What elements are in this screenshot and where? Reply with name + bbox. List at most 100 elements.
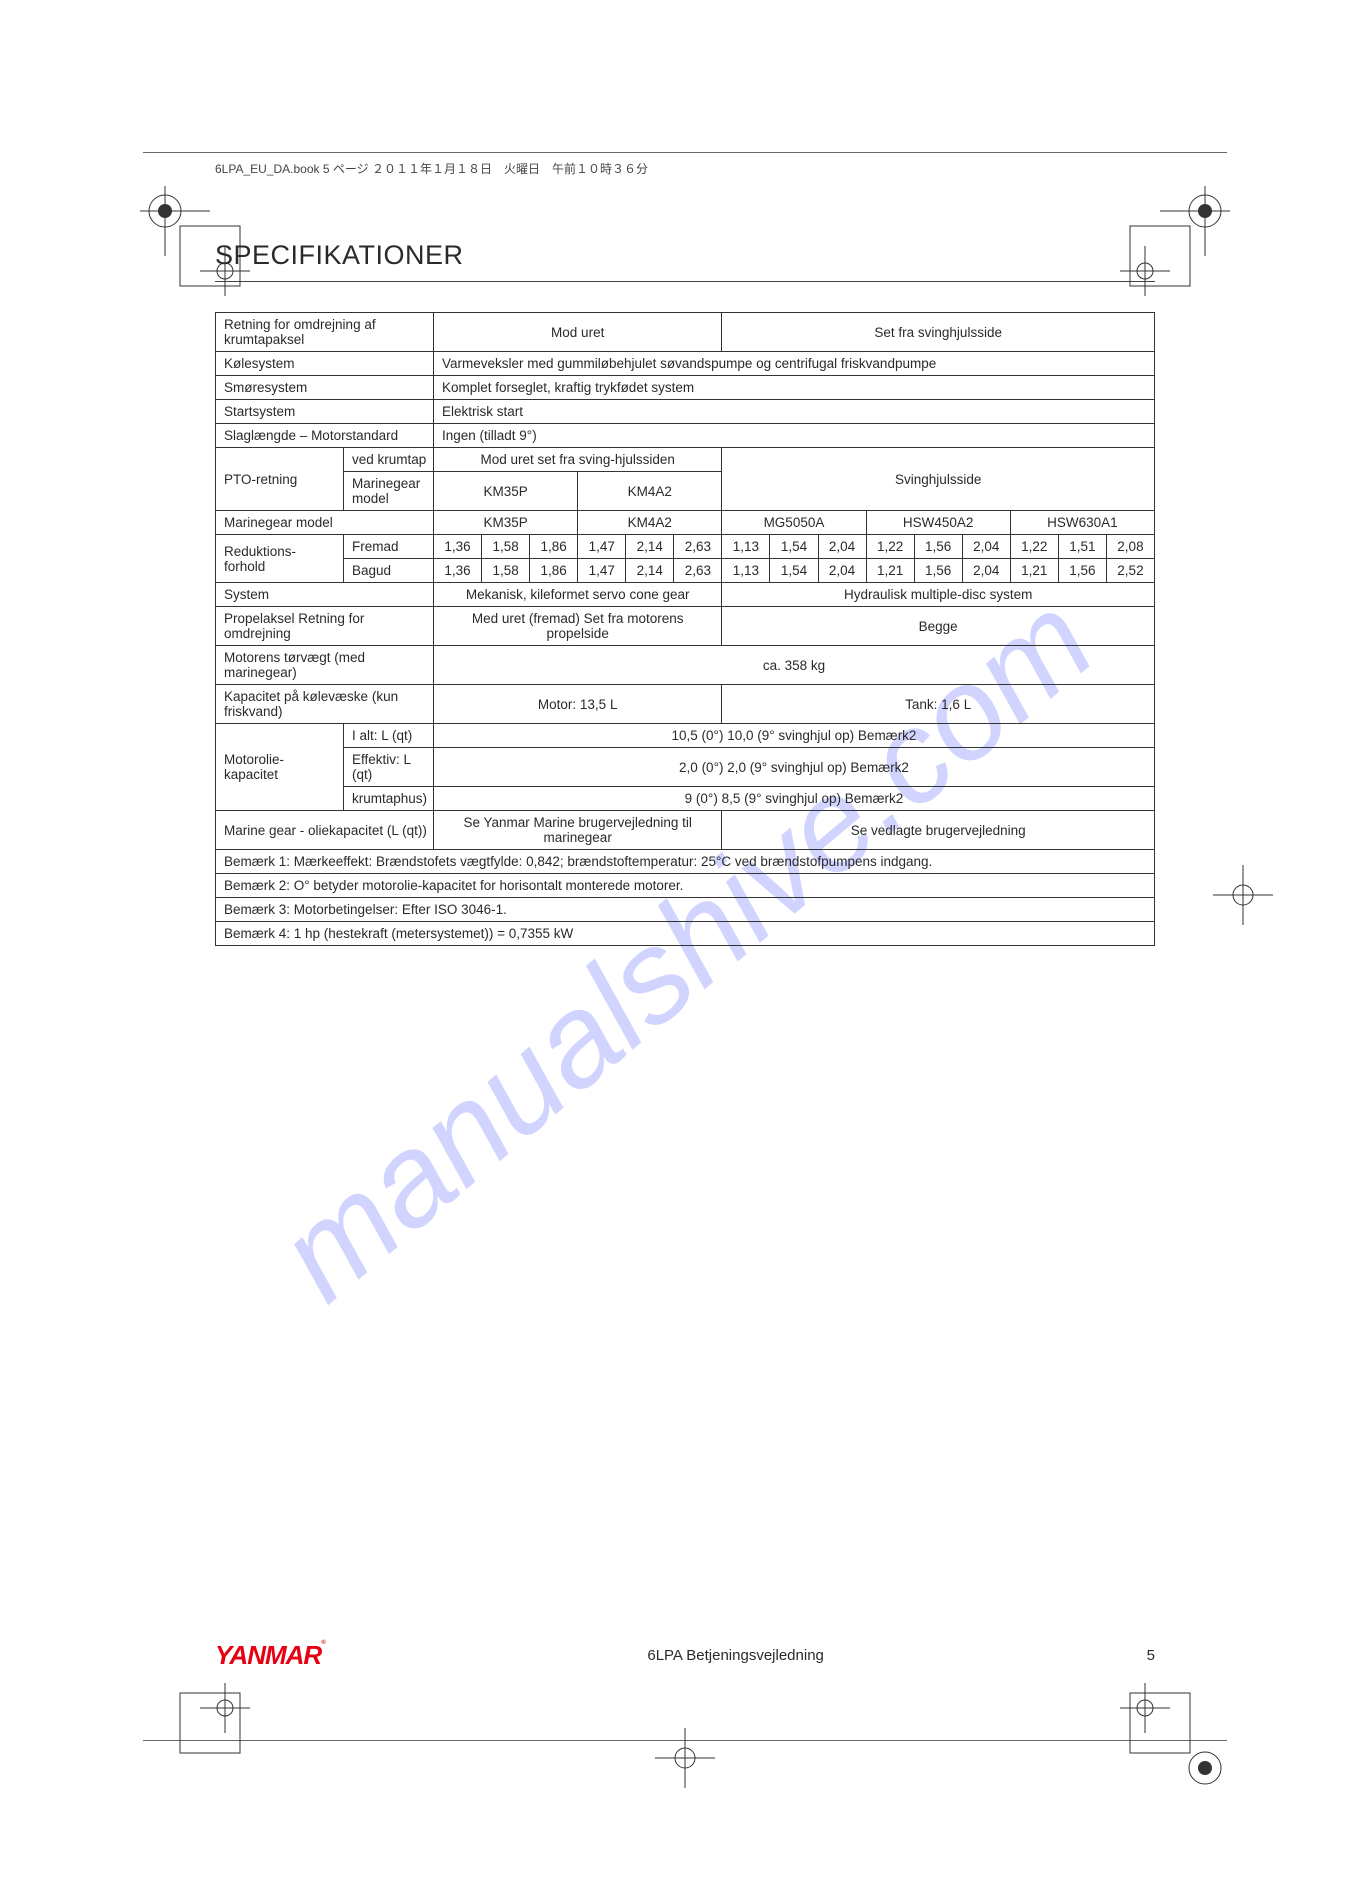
table-row: Smøresystem Komplet forseglet, kraftig t… bbox=[216, 376, 1155, 400]
cell-value: 2,0 (0°) 2,0 (9° svinghjul op) Bemærk2 bbox=[434, 748, 1155, 787]
table-row: System Mekanisk, kileformet servo cone g… bbox=[216, 583, 1155, 607]
cell-value: 1,21 bbox=[1010, 559, 1058, 583]
cell-value: 2,63 bbox=[674, 559, 722, 583]
table-row: Bemærk 3: Motorbetingelser: Efter ISO 30… bbox=[216, 898, 1155, 922]
table-row: Bemærk 1: Mærkeeffekt: Brændstofets vægt… bbox=[216, 850, 1155, 874]
cell-value: 1,56 bbox=[914, 559, 962, 583]
cell-value: 1,36 bbox=[434, 535, 482, 559]
cell-value: 2,14 bbox=[626, 535, 674, 559]
cell-label: Marinegear model bbox=[216, 511, 434, 535]
cell-label: Propelaksel Retning for omdrejning bbox=[216, 607, 434, 646]
cell-value: Mekanisk, kileformet servo cone gear bbox=[434, 583, 722, 607]
cell-value: 1,22 bbox=[866, 535, 914, 559]
yanmar-logo: YANMAR® bbox=[215, 1640, 325, 1671]
cell-value: Mod uret set fra sving-hjulssiden bbox=[434, 448, 722, 472]
top-crop-line bbox=[143, 152, 1227, 153]
cell-value: 2,14 bbox=[626, 559, 674, 583]
cell-sublabel: I alt: L (qt) bbox=[343, 724, 433, 748]
table-row: krumtaphus) 9 (0°) 8,5 (9° svinghjul op)… bbox=[216, 787, 1155, 811]
page-number: 5 bbox=[1147, 1647, 1155, 1664]
cell-label: Smøresystem bbox=[216, 376, 434, 400]
section-title: SPECIFIKATIONER bbox=[215, 240, 1155, 271]
cell-value: Svinghjulsside bbox=[722, 448, 1155, 511]
cell-value: Elektrisk start bbox=[434, 400, 1155, 424]
cell-note: Bemærk 1: Mærkeeffekt: Brændstofets vægt… bbox=[216, 850, 1155, 874]
cell-value: 1,56 bbox=[1058, 559, 1106, 583]
table-row: Slaglængde – Motorstandard Ingen (tillad… bbox=[216, 424, 1155, 448]
register-mark-icon bbox=[1208, 860, 1278, 930]
book-meta-text: 6LPA_EU_DA.book 5 ページ ２０１１年１月１８日 火曜日 午前１… bbox=[215, 160, 648, 177]
cell-label: Retning for omdrejning af krumtapaksel bbox=[216, 313, 434, 352]
cell-value: 1,58 bbox=[482, 559, 530, 583]
cell-value: Set fra svinghjulsside bbox=[722, 313, 1155, 352]
cell-value: 1,22 bbox=[1010, 535, 1058, 559]
cell-sublabel: krumtaphus) bbox=[343, 787, 433, 811]
cell-value: Med uret (fremad) Set fra motorens prope… bbox=[434, 607, 722, 646]
cell-label: Startsystem bbox=[216, 400, 434, 424]
cell-value: KM35P bbox=[434, 472, 578, 511]
cell-sublabel: Bagud bbox=[343, 559, 433, 583]
cell-value: 1,86 bbox=[530, 535, 578, 559]
cell-value: 1,54 bbox=[770, 559, 818, 583]
cell-value: Varmeveksler med gummiløbehjulet søvands… bbox=[434, 352, 1155, 376]
cell-value: Mod uret bbox=[434, 313, 722, 352]
cell-value: KM35P bbox=[434, 511, 578, 535]
cell-note: Bemærk 3: Motorbetingelser: Efter ISO 30… bbox=[216, 898, 1155, 922]
table-row: Marine gear - oliekapacitet (L (qt)) Se … bbox=[216, 811, 1155, 850]
cell-value: 1,58 bbox=[482, 535, 530, 559]
table-row: Propelaksel Retning for omdrejning Med u… bbox=[216, 607, 1155, 646]
page-content: SPECIFIKATIONER Retning for omdrejning a… bbox=[215, 240, 1155, 946]
manual-title: 6LPA Betjeningsvejledning bbox=[647, 1647, 824, 1664]
table-row: Startsystem Elektrisk start bbox=[216, 400, 1155, 424]
cell-value: 2,04 bbox=[818, 535, 866, 559]
cell-value: Hydraulisk multiple-disc system bbox=[722, 583, 1155, 607]
table-row: Kapacitet på kølevæske (kun friskvand) M… bbox=[216, 685, 1155, 724]
cell-value: 2,63 bbox=[674, 535, 722, 559]
book-meta-header: 6LPA_EU_DA.book 5 ページ ２０１１年１月１８日 火曜日 午前１… bbox=[215, 160, 1155, 177]
cell-label: Reduktions-forhold bbox=[216, 535, 344, 583]
table-row: Bagud 1,36 1,58 1,86 1,47 2,14 2,63 1,13… bbox=[216, 559, 1155, 583]
register-mark-icon bbox=[1110, 1673, 1230, 1793]
cell-value: 1,56 bbox=[914, 535, 962, 559]
cell-label: System bbox=[216, 583, 434, 607]
title-rule bbox=[215, 281, 1155, 282]
cell-sublabel: Fremad bbox=[343, 535, 433, 559]
cell-value: KM4A2 bbox=[578, 472, 722, 511]
cell-value: MG5050A bbox=[722, 511, 866, 535]
cell-value: 1,21 bbox=[866, 559, 914, 583]
cell-label: Kapacitet på kølevæske (kun friskvand) bbox=[216, 685, 434, 724]
cell-value: 1,47 bbox=[578, 535, 626, 559]
cell-value: Ingen (tilladt 9°) bbox=[434, 424, 1155, 448]
cell-note: Bemærk 4: 1 hp (hestekraft (metersysteme… bbox=[216, 922, 1155, 946]
register-mark-icon bbox=[140, 1673, 260, 1793]
cell-value: HSW450A2 bbox=[866, 511, 1010, 535]
cell-value: 2,04 bbox=[962, 535, 1010, 559]
cell-sublabel: Marinegear model bbox=[343, 472, 433, 511]
cell-value: 1,86 bbox=[530, 559, 578, 583]
cell-value: 1,36 bbox=[434, 559, 482, 583]
cell-sublabel: ved krumtap bbox=[343, 448, 433, 472]
cell-label: Kølesystem bbox=[216, 352, 434, 376]
table-row: Marinegear model KM35P KM4A2 MG5050A HSW… bbox=[216, 511, 1155, 535]
page-footer: YANMAR® 6LPA Betjeningsvejledning 5 bbox=[215, 1640, 1155, 1671]
cell-value: 2,08 bbox=[1106, 535, 1154, 559]
table-row: Retning for omdrejning af krumtapaksel M… bbox=[216, 313, 1155, 352]
cell-label: Marine gear - oliekapacitet (L (qt)) bbox=[216, 811, 434, 850]
register-mark-icon bbox=[650, 1723, 720, 1793]
cell-value: ca. 358 kg bbox=[434, 646, 1155, 685]
cell-sublabel: Effektiv: L (qt) bbox=[343, 748, 433, 787]
cell-value: 1,47 bbox=[578, 559, 626, 583]
cell-value: Begge bbox=[722, 607, 1155, 646]
cell-label: PTO-retning bbox=[216, 448, 344, 511]
table-row: Motorolie-kapacitet I alt: L (qt) 10,5 (… bbox=[216, 724, 1155, 748]
cell-value: Komplet forseglet, kraftig trykfødet sys… bbox=[434, 376, 1155, 400]
cell-value: 10,5 (0°) 10,0 (9° svinghjul op) Bemærk2 bbox=[434, 724, 1155, 748]
cell-value: 1,54 bbox=[770, 535, 818, 559]
table-row: PTO-retning ved krumtap Mod uret set fra… bbox=[216, 448, 1155, 472]
cell-label: Motorolie-kapacitet bbox=[216, 724, 344, 811]
cell-value: 2,04 bbox=[962, 559, 1010, 583]
cell-value: 1,51 bbox=[1058, 535, 1106, 559]
cell-value: 9 (0°) 8,5 (9° svinghjul op) Bemærk2 bbox=[434, 787, 1155, 811]
cell-value: KM4A2 bbox=[578, 511, 722, 535]
cell-value: 2,04 bbox=[818, 559, 866, 583]
